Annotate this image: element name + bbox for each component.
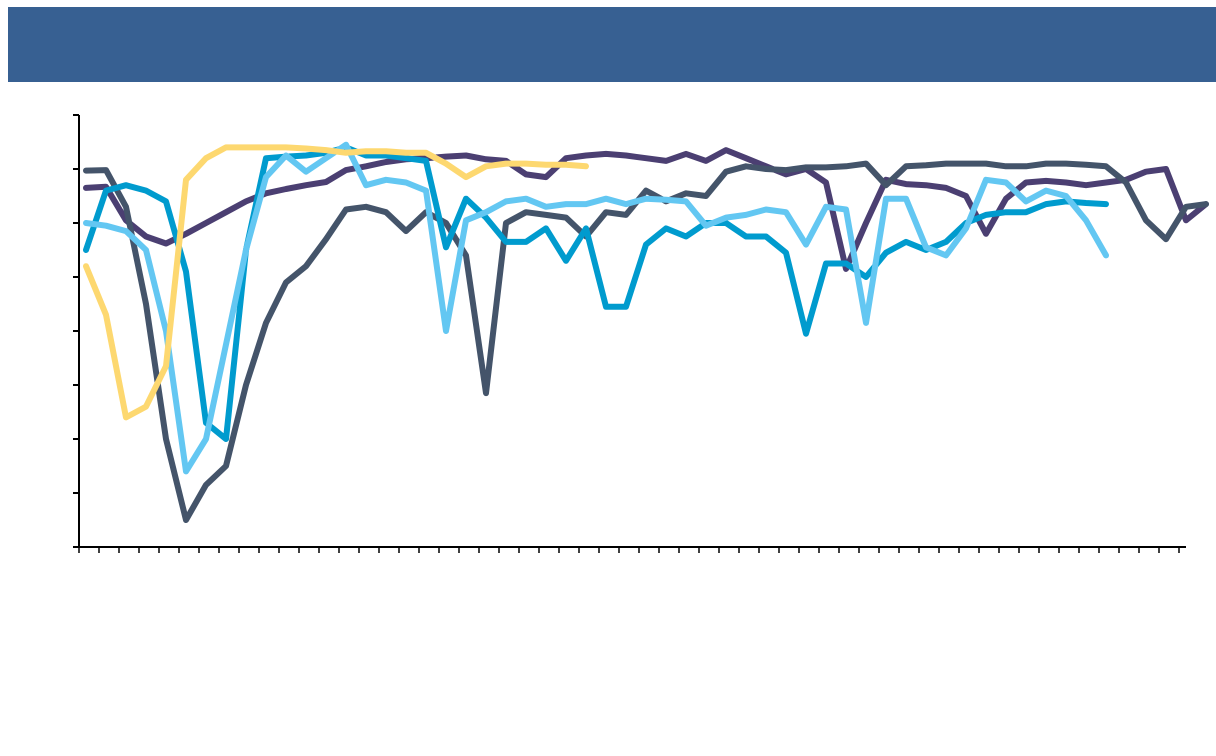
series-line-4	[83, 141, 1109, 475]
series-line-5	[83, 144, 589, 421]
series-line-2	[83, 160, 1209, 523]
chart-title-banner	[8, 7, 1216, 82]
series-line-1	[83, 147, 1209, 272]
